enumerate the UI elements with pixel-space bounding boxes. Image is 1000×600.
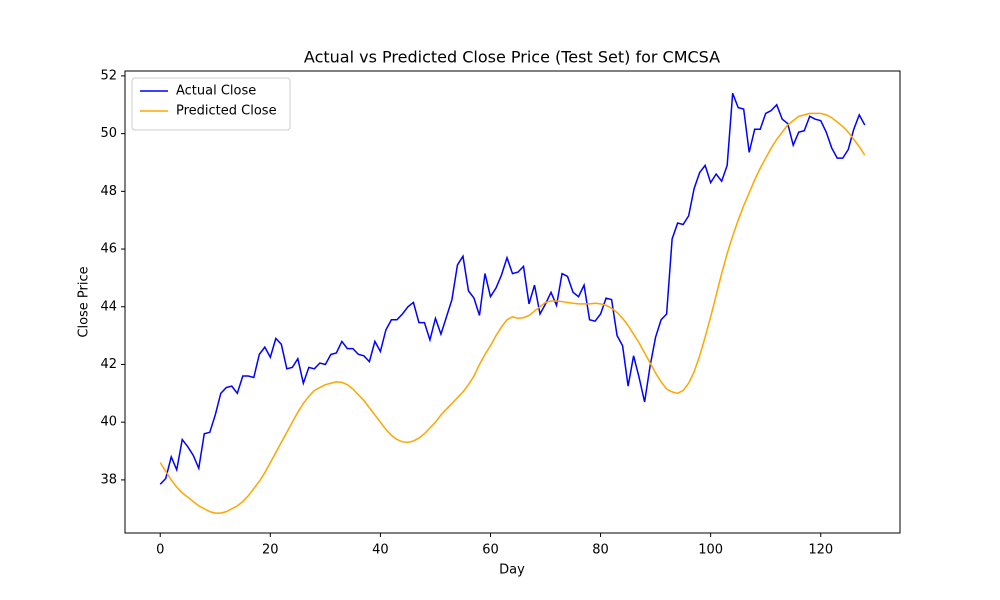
chart-title: Actual vs Predicted Close Price (Test Se…: [304, 48, 720, 67]
x-tick-label: 100: [698, 543, 723, 558]
y-tick-label: 42: [100, 357, 117, 372]
series-line: [159, 92, 866, 485]
y-tick-label: 46: [100, 242, 117, 257]
x-tick-label: 40: [372, 543, 389, 558]
legend-label: Predicted Close: [176, 104, 277, 119]
legend-box: [131, 77, 291, 131]
y-tick-label: 38: [100, 472, 117, 487]
y-tick-label: 48: [100, 184, 117, 199]
plot-frame: [124, 70, 901, 534]
x-tick-label: 0: [156, 543, 164, 558]
legend-label: Actual Close: [176, 84, 256, 99]
x-tick-label: 120: [808, 543, 833, 558]
y-tick-label: 44: [100, 299, 117, 314]
y-axis-label: Close Price: [77, 266, 92, 337]
series-line: [159, 112, 866, 514]
y-tick-label: 40: [100, 415, 117, 430]
x-tick-label: 80: [592, 543, 609, 558]
x-tick-label: 20: [262, 543, 279, 558]
y-tick-label: 50: [100, 126, 117, 141]
y-tick-label: 52: [100, 68, 117, 83]
x-axis-label: Day: [499, 563, 525, 578]
x-tick-label: 60: [482, 543, 499, 558]
